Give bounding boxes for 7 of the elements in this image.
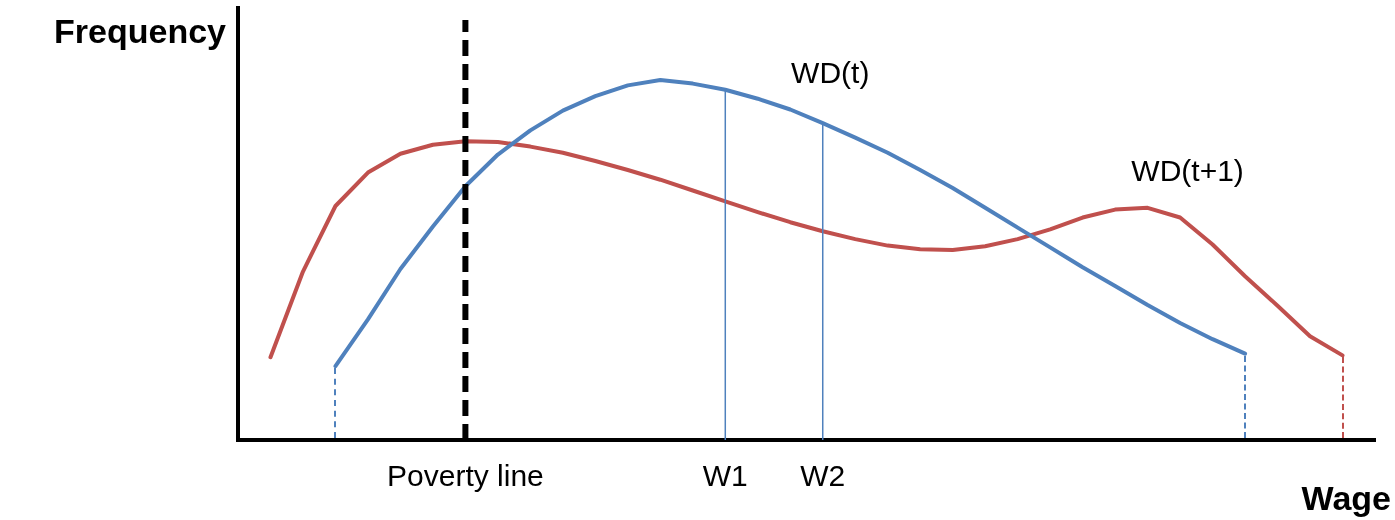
y-axis-title: Frequency: [54, 12, 227, 51]
series-label: WD(t+1): [1131, 154, 1244, 188]
x-tick-label: W1: [702, 459, 748, 493]
series-label: WD(t): [791, 55, 870, 89]
x-axis-title: Wage: [1301, 479, 1391, 518]
x-tick-label: W2: [800, 459, 846, 493]
x-tick-label: Poverty line: [387, 459, 544, 493]
